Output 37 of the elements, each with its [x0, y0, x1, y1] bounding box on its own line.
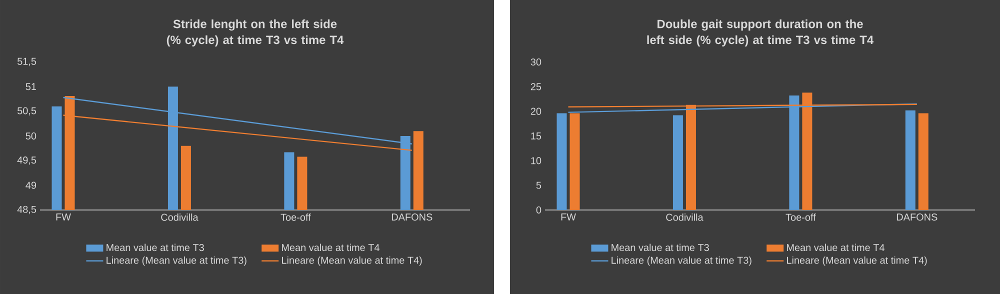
y-tick-label: 50: [26, 132, 36, 140]
bar: [672, 115, 683, 210]
chart-title: Stride lenght on the left side (% cycle) at time T3 vs time T4: [166, 19, 344, 47]
legend-label: Lineare (Mean value at time T3): [612, 256, 752, 266]
x-tick-label: FW: [561, 214, 576, 220]
y-tick-label: 10: [531, 157, 542, 164]
y-tick-label: 49: [26, 182, 36, 189]
x-tick-label: Toe-off: [786, 214, 816, 221]
legend-label: Lineare (Mean value at time T3): [106, 256, 246, 266]
bar: [570, 113, 580, 210]
x-tick-label: Toe-off: [280, 214, 311, 221]
y-tick-label: 48,5: [17, 206, 36, 214]
legend-label: Mean value at time T3: [612, 244, 709, 252]
y-tick-label: 51,5: [18, 58, 36, 66]
y-tick-label: 25: [530, 83, 542, 90]
chart-title: Double gait support duration on the left side (% cycle) at time T3 vs time T4: [647, 19, 874, 47]
y-tick-label: 30: [530, 58, 542, 66]
y-tick-label: 51: [26, 83, 36, 90]
legend-label: Lineare (Mean value at time T4): [787, 256, 927, 266]
y-tick-label: 0: [536, 206, 542, 214]
x-tick-label: FW: [56, 214, 71, 220]
x-tick-label: DAFONS: [896, 214, 938, 221]
bar: [918, 113, 928, 210]
x-tick-label: Codivilla: [666, 214, 704, 221]
y-tick-label: 20: [530, 108, 542, 115]
bar: [556, 113, 567, 210]
legend-label: Mean value at time T4: [282, 244, 380, 252]
x-tick-label: DAFONS: [392, 214, 432, 221]
legend-label: Mean value at time T3: [106, 244, 204, 252]
bar: [905, 110, 916, 210]
legend-label: Lineare (Mean value at time T4): [282, 256, 422, 266]
y-tick-label: 50,5: [18, 107, 36, 116]
legend-label: Mean value at time T4: [787, 244, 884, 252]
x-tick-label: Codivilla: [161, 214, 198, 221]
y-tick-label: 15: [531, 132, 542, 140]
y-tick-label: 49,5: [17, 156, 36, 165]
y-tick-label: 5: [536, 182, 542, 189]
